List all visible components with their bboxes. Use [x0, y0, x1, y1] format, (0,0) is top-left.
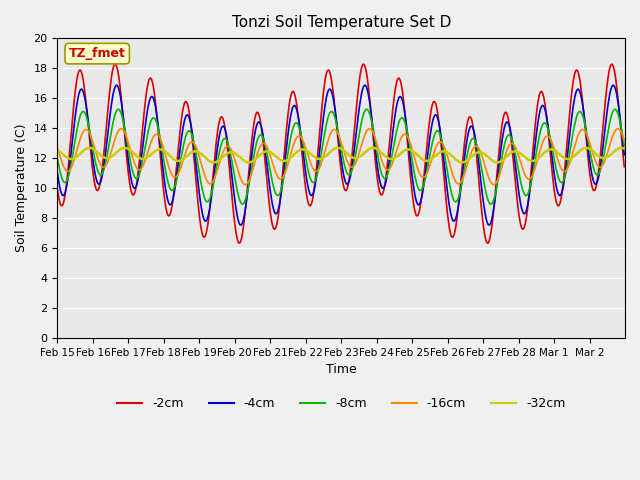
-16cm — [117, 126, 125, 132]
-4cm — [237, 222, 244, 228]
-32cm — [401, 147, 408, 153]
-2cm — [225, 159, 233, 165]
Y-axis label: Soil Temperature (C): Soil Temperature (C) — [15, 124, 28, 252]
-32cm — [121, 145, 129, 151]
-4cm — [54, 170, 61, 176]
Title: Tonzi Soil Temperature Set D: Tonzi Soil Temperature Set D — [232, 15, 451, 30]
-16cm — [401, 132, 408, 137]
-32cm — [245, 159, 253, 165]
Legend: -2cm, -4cm, -8cm, -16cm, -32cm: -2cm, -4cm, -8cm, -16cm, -32cm — [112, 393, 570, 416]
-4cm — [121, 126, 129, 132]
-8cm — [121, 125, 129, 131]
-2cm — [620, 164, 628, 169]
Line: -4cm: -4cm — [58, 85, 624, 225]
-32cm — [433, 152, 440, 158]
Text: TZ_fmet: TZ_fmet — [68, 47, 125, 60]
-32cm — [254, 154, 262, 160]
-4cm — [620, 152, 628, 157]
-2cm — [111, 61, 119, 67]
-4cm — [433, 112, 440, 118]
-16cm — [241, 182, 249, 188]
-16cm — [254, 150, 262, 156]
-8cm — [275, 192, 283, 197]
-8cm — [114, 107, 122, 112]
-2cm — [236, 240, 243, 246]
-32cm — [120, 145, 128, 151]
-16cm — [54, 145, 61, 151]
-16cm — [121, 130, 129, 135]
Line: -8cm: -8cm — [58, 109, 624, 204]
-8cm — [54, 156, 61, 161]
-16cm — [225, 144, 233, 149]
-4cm — [254, 120, 262, 126]
Line: -16cm: -16cm — [58, 129, 624, 185]
-4cm — [225, 147, 233, 153]
-32cm — [54, 147, 61, 153]
-2cm — [433, 104, 440, 110]
-8cm — [238, 201, 246, 207]
-4cm — [275, 204, 283, 209]
-4cm — [113, 82, 120, 88]
-2cm — [254, 109, 262, 115]
-8cm — [225, 144, 233, 149]
-2cm — [275, 206, 283, 212]
-32cm — [275, 156, 283, 162]
-8cm — [433, 128, 440, 134]
-2cm — [401, 108, 408, 114]
-2cm — [121, 132, 129, 138]
-2cm — [54, 186, 61, 192]
-8cm — [620, 143, 628, 148]
-16cm — [620, 137, 628, 143]
Line: -32cm: -32cm — [58, 148, 624, 162]
-32cm — [225, 150, 233, 156]
-8cm — [254, 136, 262, 142]
-32cm — [620, 146, 628, 152]
-8cm — [401, 119, 408, 125]
Line: -2cm: -2cm — [58, 64, 624, 243]
-16cm — [433, 143, 440, 149]
-16cm — [275, 176, 283, 181]
X-axis label: Time: Time — [326, 363, 356, 376]
-4cm — [401, 109, 408, 115]
